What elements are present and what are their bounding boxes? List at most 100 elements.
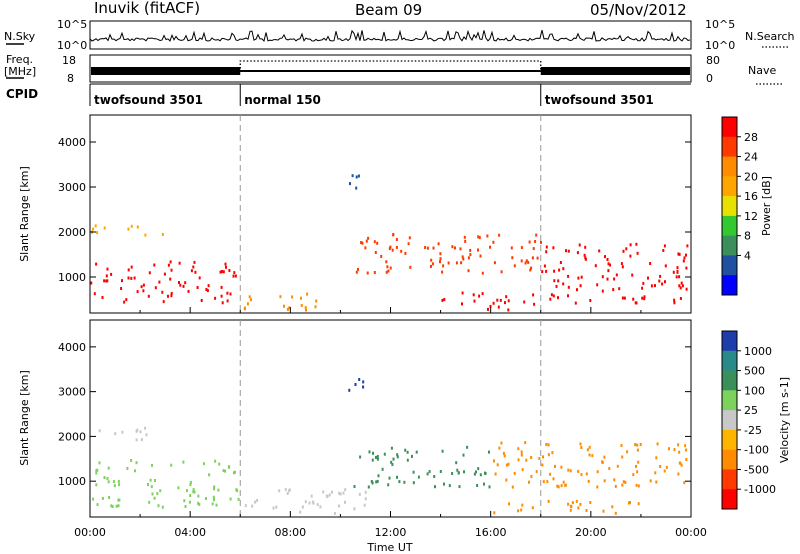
data-cell bbox=[655, 456, 658, 460]
data-cell bbox=[411, 454, 413, 458]
data-cell bbox=[654, 284, 656, 288]
velocity-data bbox=[92, 378, 688, 515]
cpid-label: CPID bbox=[6, 87, 38, 101]
data-cell bbox=[246, 302, 249, 306]
data-cell bbox=[441, 298, 444, 302]
data-cell bbox=[678, 284, 681, 288]
data-cell bbox=[473, 299, 476, 303]
data-cell bbox=[351, 174, 354, 178]
data-cell bbox=[126, 467, 129, 470]
data-cell bbox=[439, 260, 441, 264]
freq-trace bbox=[91, 60, 690, 75]
colorbar-tick-label: 4 bbox=[744, 249, 751, 262]
data-cell bbox=[473, 472, 476, 476]
data-cell bbox=[355, 175, 358, 179]
data-cell bbox=[527, 260, 530, 264]
data-cell bbox=[493, 511, 496, 515]
data-cell bbox=[391, 463, 394, 466]
data-cell bbox=[221, 270, 223, 273]
freq-tick-top: 18 bbox=[62, 54, 76, 67]
colorbar-swatch bbox=[722, 215, 737, 237]
data-cell bbox=[461, 255, 464, 259]
data-cell bbox=[205, 288, 208, 291]
data-cell bbox=[373, 271, 376, 274]
velocity-colorbar-frame bbox=[721, 330, 738, 510]
data-cell bbox=[441, 449, 444, 453]
data-cell bbox=[214, 296, 217, 300]
data-cell bbox=[623, 296, 626, 300]
data-cell bbox=[562, 480, 565, 484]
data-cell bbox=[477, 467, 480, 471]
data-cell bbox=[149, 478, 152, 482]
data-cell bbox=[395, 245, 398, 249]
colorbar-tick-label: 16 bbox=[744, 190, 758, 203]
data-cell bbox=[169, 260, 172, 264]
data-cell bbox=[601, 289, 604, 293]
data-cell bbox=[161, 505, 164, 509]
data-cell bbox=[385, 270, 388, 274]
data-cell bbox=[375, 456, 377, 459]
data-cell bbox=[461, 302, 463, 306]
data-cell bbox=[133, 276, 136, 280]
data-cell bbox=[507, 299, 510, 303]
data-cell bbox=[496, 298, 499, 302]
data-cell bbox=[606, 277, 609, 281]
data-cell bbox=[148, 500, 151, 504]
data-cell bbox=[135, 438, 138, 442]
data-cell bbox=[108, 496, 111, 499]
data-cell bbox=[234, 470, 236, 474]
data-cell bbox=[639, 443, 642, 446]
data-cell bbox=[510, 246, 513, 250]
data-cell bbox=[331, 490, 333, 494]
data-cell bbox=[198, 503, 201, 506]
nsky-panel: N.Sky 10^5 10^0 10^5 10^0 N.Search bbox=[4, 18, 795, 52]
data-cell bbox=[580, 446, 583, 449]
data-cell bbox=[454, 246, 456, 250]
data-cell bbox=[505, 478, 508, 482]
data-cell bbox=[234, 274, 237, 278]
data-cell bbox=[123, 300, 126, 304]
data-cell bbox=[540, 240, 542, 244]
data-cell bbox=[308, 501, 311, 505]
data-cell bbox=[214, 459, 217, 463]
x-axis-label: Time UT bbox=[366, 541, 412, 554]
data-cell bbox=[679, 297, 682, 300]
data-cell bbox=[430, 264, 432, 268]
freq-panel: Freq. [MHz] 18 8 80 0 Nave bbox=[4, 53, 782, 85]
nave-tick-bottom: 0 bbox=[706, 72, 713, 85]
data-cell bbox=[542, 455, 544, 459]
data-cell bbox=[192, 490, 195, 494]
data-cell bbox=[585, 472, 588, 476]
data-cell bbox=[388, 247, 391, 251]
data-cell bbox=[661, 282, 664, 286]
data-cell bbox=[534, 240, 537, 243]
nsky-line bbox=[89, 29, 691, 43]
data-cell bbox=[361, 241, 364, 245]
power-colorbar-label: Power [dB] bbox=[760, 176, 773, 236]
data-cell bbox=[625, 247, 628, 251]
data-cell bbox=[145, 433, 148, 437]
data-cell bbox=[558, 268, 561, 272]
data-cell bbox=[530, 456, 533, 459]
data-cell bbox=[502, 451, 505, 455]
data-cell bbox=[682, 259, 685, 263]
data-cell bbox=[443, 298, 446, 301]
data-cell bbox=[92, 227, 95, 231]
data-cell bbox=[567, 468, 570, 472]
data-cell bbox=[545, 443, 548, 446]
data-cell bbox=[552, 246, 555, 250]
data-cell bbox=[373, 240, 376, 244]
data-cell bbox=[643, 297, 646, 301]
data-cell bbox=[603, 455, 606, 459]
data-cell bbox=[338, 504, 341, 508]
freq-label-line2: [MHz] bbox=[4, 65, 36, 78]
data-cell bbox=[460, 261, 463, 265]
data-cell bbox=[226, 291, 229, 295]
data-cell bbox=[678, 450, 681, 454]
date-title: 05/Nov/2012 bbox=[590, 1, 687, 19]
data-cell bbox=[215, 503, 218, 507]
data-cell bbox=[525, 458, 528, 462]
data-cell bbox=[685, 266, 688, 270]
data-cell bbox=[222, 469, 225, 473]
data-cell bbox=[315, 299, 318, 303]
